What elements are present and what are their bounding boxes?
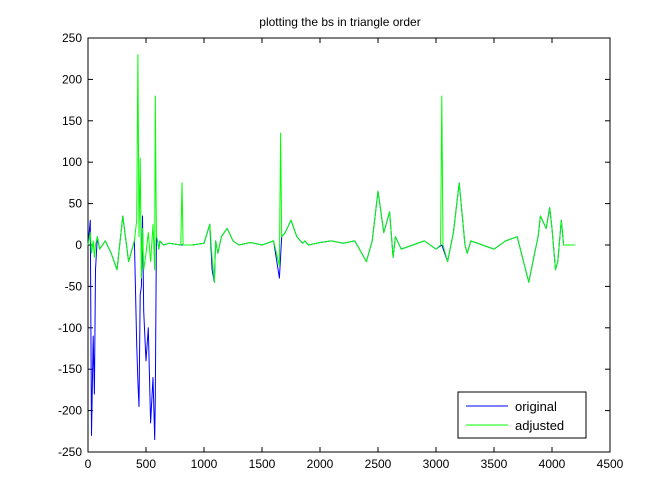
y-tick-label: 150 bbox=[62, 114, 82, 128]
legend-label-original: original bbox=[515, 399, 557, 414]
x-tick-label: 2000 bbox=[307, 457, 334, 471]
y-tick-label: 100 bbox=[62, 155, 82, 169]
y-tick-label: 250 bbox=[62, 31, 82, 45]
x-tick-label: 0 bbox=[85, 457, 92, 471]
y-tick-label: 50 bbox=[69, 197, 83, 211]
y-axis: 250 200 150 100 50 0 -50 -100 -150 -200 -250 bbox=[58, 31, 610, 459]
series-line-adjusted bbox=[87, 54, 576, 283]
x-tick-label: 500 bbox=[136, 457, 156, 471]
legend-box bbox=[457, 391, 587, 439]
legend: original adjusted bbox=[457, 391, 587, 439]
x-tick-label: 1000 bbox=[191, 457, 218, 471]
x-tick-label: 3000 bbox=[423, 457, 450, 471]
y-tick-label: -200 bbox=[58, 404, 82, 418]
legend-label-adjusted: adjusted bbox=[515, 418, 564, 433]
x-axis: 0 500 1000 1500 2000 2500 3000 3500 4000 4500 bbox=[85, 38, 624, 471]
y-tick-label: -50 bbox=[65, 279, 83, 293]
chart-title: plotting the bs in triangle order bbox=[259, 15, 420, 29]
y-tick-label: -150 bbox=[58, 362, 82, 376]
x-tick-label: 3500 bbox=[481, 457, 508, 471]
x-tick-label: 4000 bbox=[539, 457, 566, 471]
y-tick-label: 0 bbox=[75, 238, 82, 252]
plot-area bbox=[87, 37, 611, 453]
series-layer bbox=[87, 54, 576, 441]
y-tick-label: 200 bbox=[62, 72, 82, 86]
y-tick-label: -250 bbox=[58, 445, 82, 459]
y-tick-label: -100 bbox=[58, 321, 82, 335]
x-tick-label: 4500 bbox=[597, 457, 624, 471]
x-tick-label: 2500 bbox=[365, 457, 392, 471]
x-tick-label: 1500 bbox=[249, 457, 276, 471]
